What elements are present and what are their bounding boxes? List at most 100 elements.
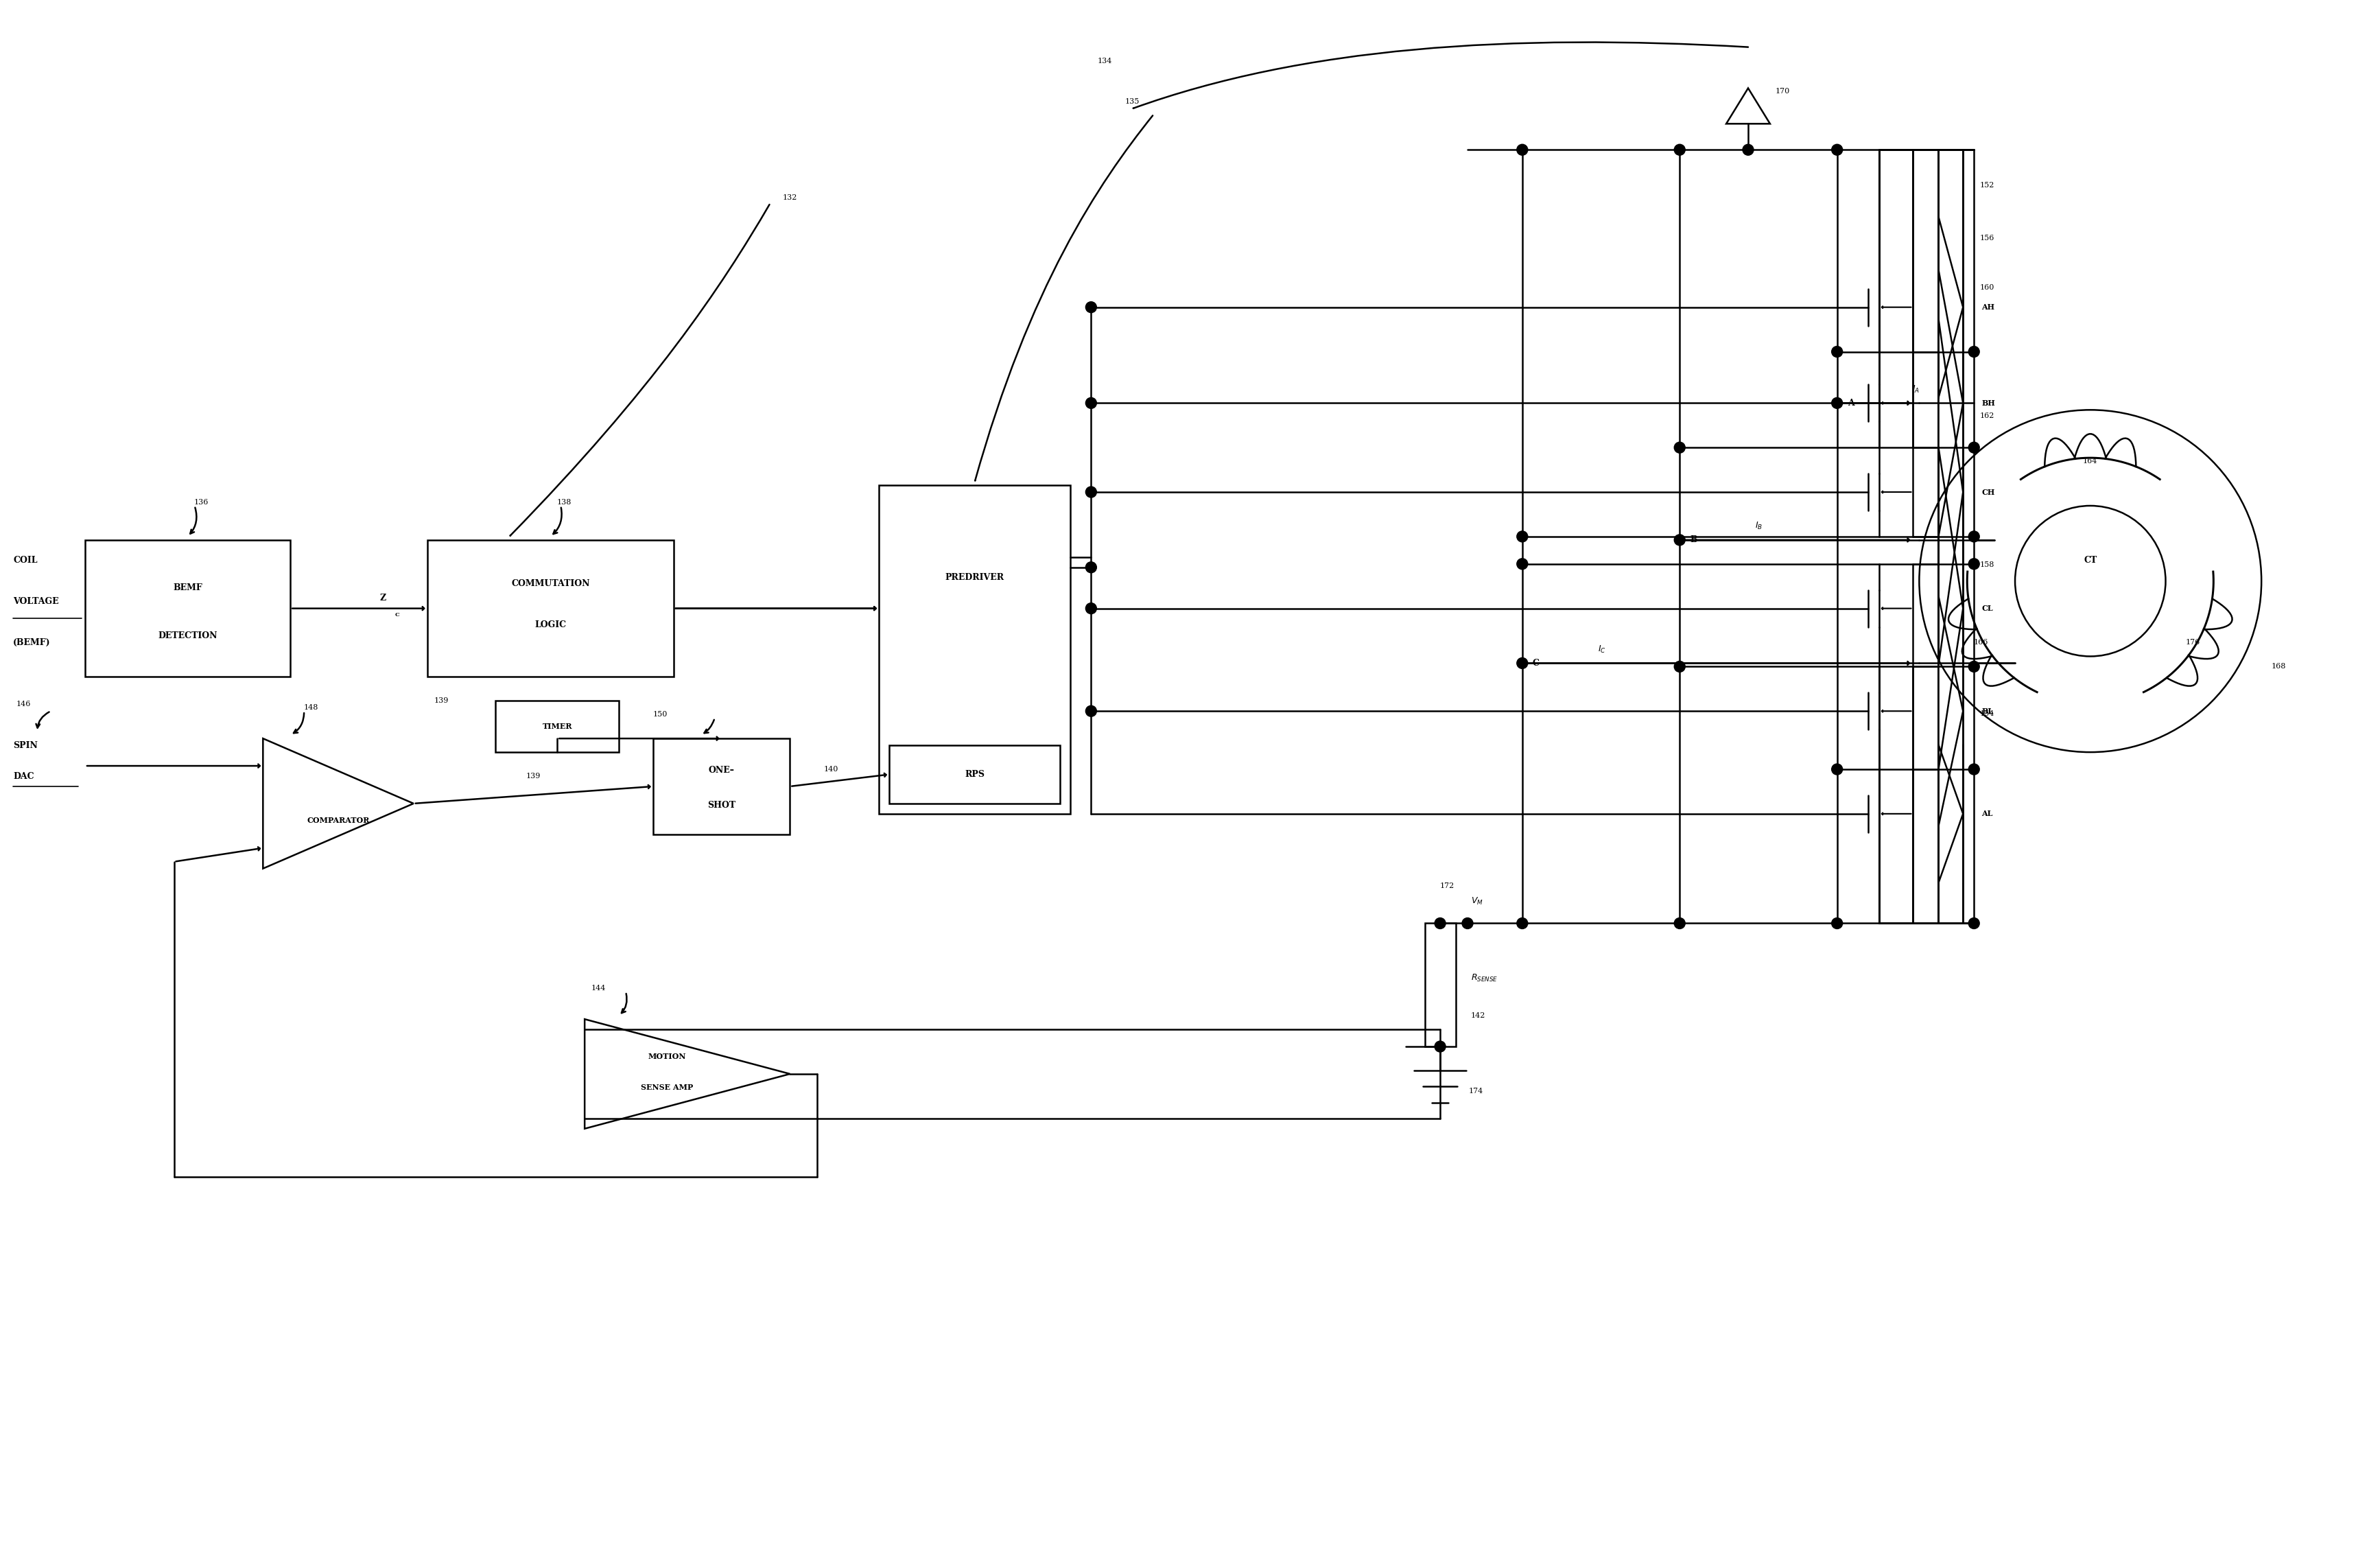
Text: COMPARATOR: COMPARATOR xyxy=(307,816,369,824)
Circle shape xyxy=(1435,1040,1445,1053)
Circle shape xyxy=(1516,658,1528,669)
Text: AH: AH xyxy=(1983,303,1994,311)
Circle shape xyxy=(1085,706,1097,717)
FancyArrowPatch shape xyxy=(509,205,769,535)
Circle shape xyxy=(1085,603,1097,614)
Text: 139: 139 xyxy=(433,697,450,704)
Text: BH: BH xyxy=(1983,400,1994,407)
Circle shape xyxy=(1673,145,1685,156)
Circle shape xyxy=(1673,442,1685,453)
Circle shape xyxy=(1968,558,1980,569)
Text: 148: 148 xyxy=(305,704,319,711)
Circle shape xyxy=(1968,532,1980,543)
Text: BL: BL xyxy=(1983,708,1994,715)
Circle shape xyxy=(1435,917,1445,928)
Text: 136: 136 xyxy=(195,499,209,505)
Circle shape xyxy=(1673,917,1685,928)
Text: $V_M$: $V_M$ xyxy=(1471,896,1483,907)
Text: 158: 158 xyxy=(1980,561,1994,568)
Text: LOGIC: LOGIC xyxy=(536,620,566,630)
Text: RPS: RPS xyxy=(964,770,985,779)
Text: 144: 144 xyxy=(590,984,605,992)
Text: PREDRIVER: PREDRIVER xyxy=(945,572,1004,582)
Text: 134: 134 xyxy=(1097,58,1111,64)
FancyBboxPatch shape xyxy=(878,485,1071,813)
Text: $I_C$: $I_C$ xyxy=(1597,644,1607,655)
Circle shape xyxy=(1673,661,1685,672)
Circle shape xyxy=(1085,487,1097,498)
Circle shape xyxy=(1968,661,1980,672)
Text: VOLTAGE: VOLTAGE xyxy=(14,597,60,606)
Text: 152: 152 xyxy=(1980,182,1994,190)
Text: A: A xyxy=(1847,398,1854,407)
Text: SHOT: SHOT xyxy=(707,801,735,810)
Text: CH: CH xyxy=(1983,488,1994,496)
Text: 135: 135 xyxy=(1126,98,1140,106)
Text: 138: 138 xyxy=(557,499,571,505)
Text: (BEMF): (BEMF) xyxy=(14,638,50,647)
Circle shape xyxy=(1516,558,1528,569)
Text: COMMUTATION: COMMUTATION xyxy=(512,580,590,588)
Text: BEMF: BEMF xyxy=(174,583,202,592)
Text: 170: 170 xyxy=(1775,89,1790,95)
Text: 172: 172 xyxy=(1440,882,1454,889)
FancyBboxPatch shape xyxy=(428,540,674,676)
Text: 142: 142 xyxy=(1471,1012,1485,1019)
FancyBboxPatch shape xyxy=(652,739,790,835)
Circle shape xyxy=(1085,561,1097,572)
Text: SPIN: SPIN xyxy=(14,740,38,750)
FancyArrowPatch shape xyxy=(1133,42,1749,109)
Circle shape xyxy=(1833,347,1842,358)
Text: C: C xyxy=(1533,659,1540,667)
Circle shape xyxy=(1085,398,1097,409)
Circle shape xyxy=(1833,398,1842,409)
Text: DETECTION: DETECTION xyxy=(157,631,217,641)
Circle shape xyxy=(1742,145,1754,156)
Text: C: C xyxy=(395,611,400,617)
Text: 162: 162 xyxy=(1980,412,1994,420)
Text: 139: 139 xyxy=(526,773,540,779)
Circle shape xyxy=(1833,764,1842,774)
Text: ONE–: ONE– xyxy=(709,765,735,774)
Text: 160: 160 xyxy=(1980,283,1994,291)
Circle shape xyxy=(1673,535,1685,546)
FancyBboxPatch shape xyxy=(495,701,619,753)
FancyBboxPatch shape xyxy=(890,745,1061,804)
Text: AL: AL xyxy=(1983,810,1992,818)
Circle shape xyxy=(1516,145,1528,156)
Text: $R_{SENSE}$: $R_{SENSE}$ xyxy=(1471,973,1497,983)
Circle shape xyxy=(1833,145,1842,156)
Text: CT: CT xyxy=(2085,557,2097,564)
Circle shape xyxy=(1968,442,1980,453)
Text: 140: 140 xyxy=(823,767,838,773)
FancyBboxPatch shape xyxy=(1426,924,1457,1047)
Text: 156: 156 xyxy=(1980,235,1994,241)
Text: 174: 174 xyxy=(1468,1087,1483,1095)
Text: MOTION: MOTION xyxy=(647,1053,685,1061)
Circle shape xyxy=(1516,532,1528,543)
Text: $I_A$: $I_A$ xyxy=(1914,384,1921,395)
Text: B: B xyxy=(1690,535,1697,544)
Text: 168: 168 xyxy=(2271,662,2285,670)
Text: $I_B$: $I_B$ xyxy=(1754,521,1764,532)
Circle shape xyxy=(1461,917,1473,928)
Text: 154: 154 xyxy=(1980,711,1994,717)
Text: 132: 132 xyxy=(783,194,797,201)
Text: 176: 176 xyxy=(2185,639,2199,645)
Circle shape xyxy=(1516,917,1528,928)
FancyArrowPatch shape xyxy=(976,115,1152,480)
Text: 164: 164 xyxy=(2082,457,2097,465)
Text: 166: 166 xyxy=(1973,639,1987,645)
Circle shape xyxy=(1968,347,1980,358)
Circle shape xyxy=(1968,764,1980,774)
FancyBboxPatch shape xyxy=(86,540,290,676)
Text: TIMER: TIMER xyxy=(543,723,571,731)
Text: COIL: COIL xyxy=(14,557,38,564)
Circle shape xyxy=(1833,917,1842,928)
Circle shape xyxy=(1968,917,1980,928)
Text: 146: 146 xyxy=(17,701,31,708)
Text: SENSE AMP: SENSE AMP xyxy=(640,1084,693,1092)
Text: DAC: DAC xyxy=(14,771,33,781)
Text: 150: 150 xyxy=(652,711,666,718)
Text: Z: Z xyxy=(378,594,386,603)
